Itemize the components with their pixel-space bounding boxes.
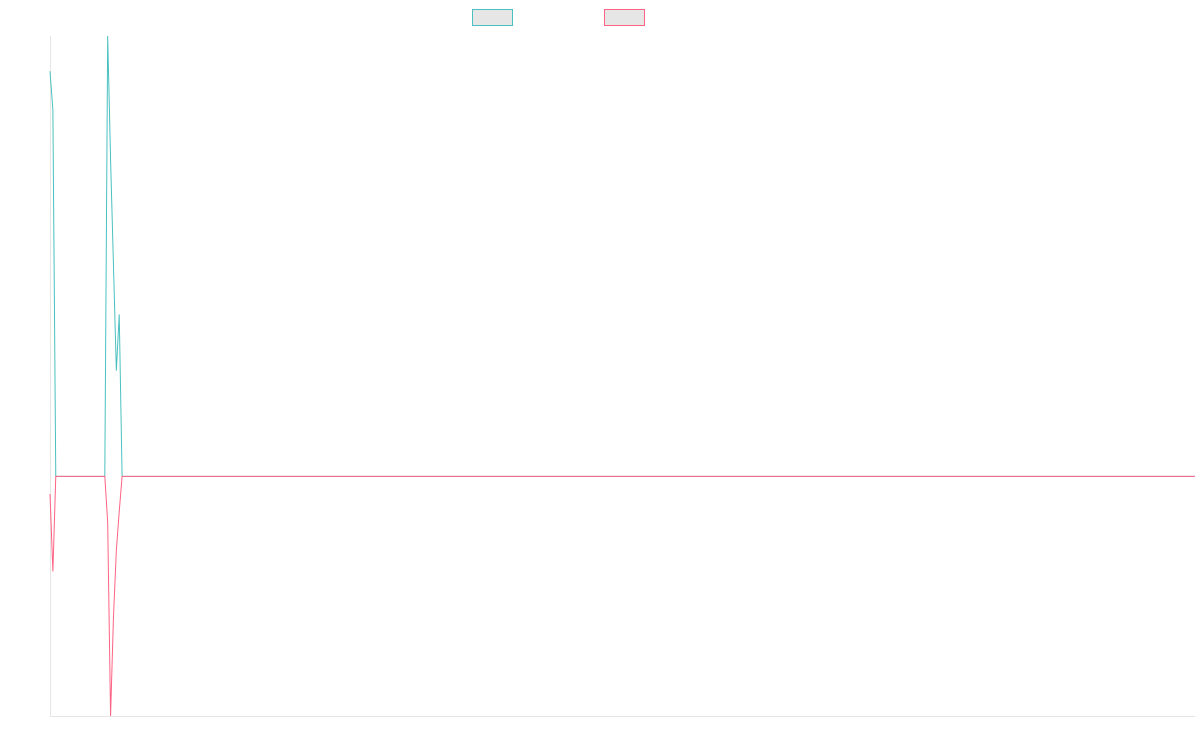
legend-swatch-1 [472,9,513,26]
legend-swatch-2 [604,9,645,26]
series-line-1 [49,35,1195,477]
series-line-2 [49,475,1195,717]
series-layer [49,35,1195,717]
legend-item-2[interactable] [604,9,645,26]
legend-item-1[interactable] [472,9,513,26]
legend [472,9,645,26]
axes [50,36,1195,717]
